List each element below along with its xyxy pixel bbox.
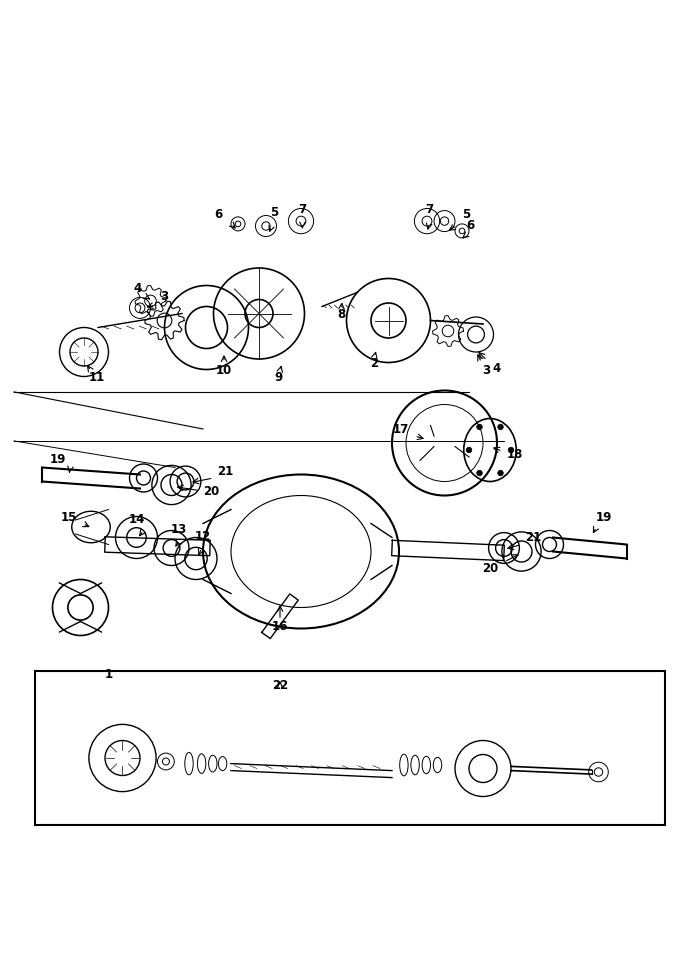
Text: 3: 3 (160, 290, 169, 303)
Text: 6: 6 (214, 207, 223, 221)
Circle shape (477, 470, 482, 476)
Text: 18: 18 (506, 448, 523, 461)
Text: 13: 13 (170, 522, 187, 535)
Text: 20: 20 (482, 561, 498, 574)
Bar (35, 671, 665, 824)
Text: 21: 21 (217, 465, 234, 478)
Circle shape (508, 448, 514, 454)
Text: 3: 3 (482, 364, 491, 377)
Text: 9: 9 (274, 371, 283, 383)
Text: 5: 5 (270, 206, 279, 219)
Text: 6: 6 (466, 219, 475, 232)
Circle shape (498, 424, 503, 430)
Text: 1: 1 (104, 668, 113, 681)
Text: 16: 16 (272, 619, 288, 632)
Text: 7: 7 (425, 202, 433, 216)
Text: 19: 19 (595, 511, 612, 523)
Text: 22: 22 (272, 679, 288, 691)
Text: 15: 15 (60, 511, 77, 523)
Text: 17: 17 (392, 423, 409, 436)
Text: 20: 20 (203, 485, 220, 498)
Circle shape (466, 448, 472, 454)
Text: 4: 4 (493, 362, 501, 375)
Text: 4: 4 (134, 282, 142, 294)
Text: 21: 21 (525, 530, 542, 543)
Text: 10: 10 (216, 364, 232, 377)
Text: 5: 5 (462, 207, 470, 221)
Text: 2: 2 (370, 357, 379, 370)
Text: 12: 12 (195, 529, 211, 543)
Text: 8: 8 (337, 308, 346, 321)
Text: 14: 14 (128, 512, 145, 525)
Circle shape (498, 470, 503, 476)
Text: 19: 19 (49, 453, 66, 466)
Circle shape (477, 424, 482, 430)
Text: 7: 7 (298, 202, 307, 216)
Text: 11: 11 (88, 371, 105, 383)
